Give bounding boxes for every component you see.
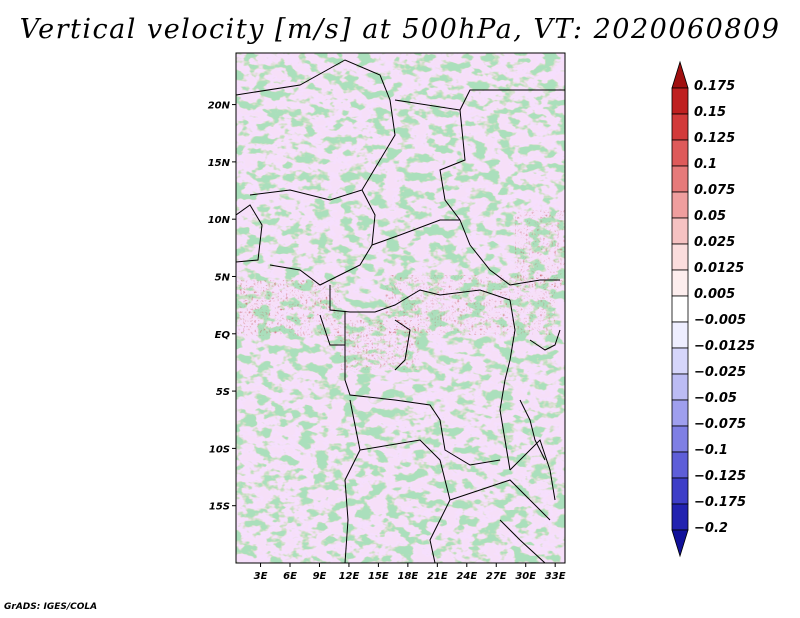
colorbar-label: −0.075 bbox=[694, 417, 747, 432]
colorbar-label: −0.175 bbox=[694, 495, 747, 510]
colorbar-label: −0.125 bbox=[694, 469, 747, 484]
colorbar-swatch bbox=[671, 191, 689, 219]
colorbar-swatch bbox=[671, 243, 689, 271]
colorbar-label: 0.175 bbox=[694, 79, 736, 94]
colorbar-label: 0.0125 bbox=[694, 261, 745, 276]
colorbar-label: 0.025 bbox=[694, 235, 736, 250]
colorbar-label: 0.15 bbox=[694, 105, 727, 120]
lon-label: 15E bbox=[368, 571, 389, 582]
colorbar-swatch bbox=[671, 503, 689, 531]
lat-label: 10S bbox=[209, 444, 230, 455]
colorbar-swatch bbox=[671, 477, 689, 505]
colorbar-label: −0.025 bbox=[694, 365, 747, 380]
lat-label: 15S bbox=[209, 502, 230, 513]
lat-label: 20N bbox=[208, 101, 231, 112]
colorbar-swatch bbox=[671, 321, 689, 349]
lat-label: EQ bbox=[215, 330, 231, 341]
colorbar-label: −0.0125 bbox=[694, 339, 756, 354]
colorbar-swatch bbox=[671, 217, 689, 245]
colorbar-label: 0.075 bbox=[694, 183, 736, 198]
colorbar-swatch bbox=[671, 165, 689, 193]
lon-label: 27E bbox=[486, 571, 507, 582]
lon-label: 3E bbox=[254, 571, 268, 582]
colorbar-swatch bbox=[671, 399, 689, 427]
colorbar-label: 0.1 bbox=[694, 157, 718, 172]
colorbar-swatch bbox=[671, 139, 689, 167]
lon-label: 21E bbox=[427, 571, 448, 582]
colorbar-label: 0.005 bbox=[694, 287, 736, 302]
lat-label: 5N bbox=[215, 272, 231, 283]
country-borders bbox=[236, 59, 565, 563]
colorbar-label: −0.2 bbox=[694, 521, 728, 536]
colorbar bbox=[671, 60, 689, 558]
colorbar-swatch bbox=[671, 295, 689, 323]
velocity-field bbox=[236, 53, 565, 563]
longitude-axis: 3E 6E 9E 12E 15E 18E 21E 24E 27E 30E 33E bbox=[254, 563, 566, 582]
colorbar-swatch bbox=[671, 451, 689, 479]
latitude-axis: 20N 15N 10N 5N EQ 5S 10S 15S bbox=[208, 101, 236, 513]
lon-label: 24E bbox=[456, 571, 477, 582]
colorbar-swatch bbox=[671, 60, 689, 89]
colorbar-swatch bbox=[671, 373, 689, 401]
colorbar-swatch bbox=[671, 347, 689, 375]
grads-credit: GrADS: IGES/COLA bbox=[4, 602, 98, 612]
lon-label: 6E bbox=[283, 571, 297, 582]
lon-label: 18E bbox=[397, 571, 418, 582]
colorbar-swatch bbox=[671, 87, 689, 115]
lon-label: 30E bbox=[515, 571, 536, 582]
lat-label: 5S bbox=[216, 387, 230, 398]
colorbar-swatch bbox=[671, 529, 689, 558]
colorbar-label: 0.05 bbox=[694, 209, 727, 224]
lon-label: 9E bbox=[313, 571, 327, 582]
lon-label: 12E bbox=[339, 571, 360, 582]
colorbar-label: −0.005 bbox=[694, 313, 747, 328]
colorbar-swatch bbox=[671, 269, 689, 297]
colorbar-label: −0.05 bbox=[694, 391, 737, 406]
colorbar-swatch bbox=[671, 425, 689, 453]
colorbar-label: −0.1 bbox=[694, 443, 728, 458]
map-title: Vertical velocity [m/s] at 500hPa, VT: 2… bbox=[19, 14, 781, 45]
lat-label: 10N bbox=[208, 215, 231, 226]
lon-label: 33E bbox=[545, 571, 566, 582]
lat-label: 15N bbox=[208, 158, 231, 169]
colorbar-label: 0.125 bbox=[694, 131, 736, 146]
colorbar-swatch bbox=[671, 113, 689, 141]
